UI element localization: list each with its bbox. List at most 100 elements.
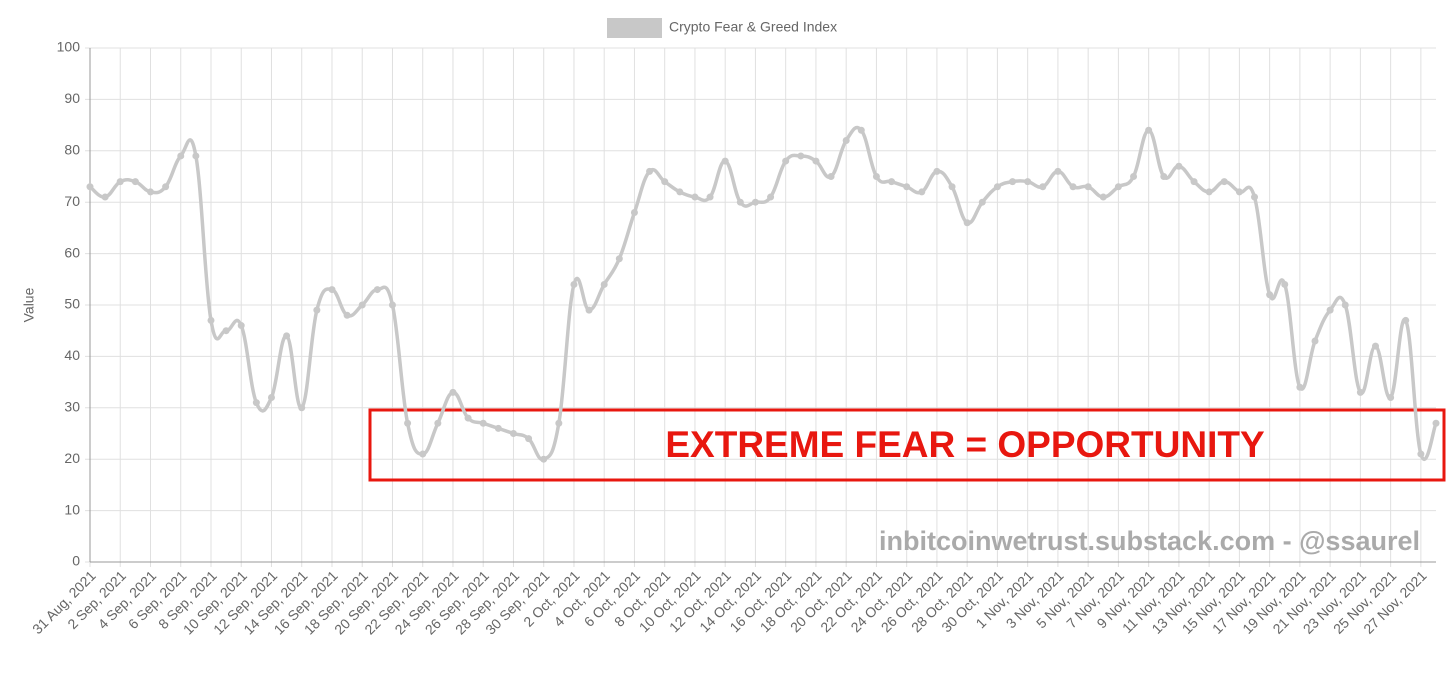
- y-tick-label: 90: [64, 90, 80, 106]
- data-point: [388, 301, 396, 309]
- data-point: [585, 306, 593, 314]
- data-point: [842, 137, 850, 145]
- data-point: [1160, 173, 1168, 180]
- annotation-box: [368, 408, 1446, 482]
- y-tick-label: 30: [64, 399, 80, 415]
- data-point: [1266, 291, 1274, 299]
- data-point: [494, 424, 502, 432]
- data-point: [1054, 167, 1062, 175]
- data-point: [706, 193, 714, 201]
- data-point: [1296, 383, 1304, 391]
- data-point: [540, 455, 548, 463]
- data-point: [1099, 193, 1107, 201]
- data-point: [146, 188, 154, 196]
- data-point: [298, 404, 306, 412]
- data-point: [419, 450, 427, 458]
- data-point: [721, 157, 729, 165]
- data-point: [1039, 183, 1047, 191]
- data-point: [131, 178, 139, 186]
- data-point: [963, 219, 971, 227]
- data-point: [1069, 183, 1077, 191]
- data-point: [1356, 388, 1364, 396]
- data-point: [509, 430, 517, 437]
- data-point: [736, 198, 744, 206]
- y-tick-label: 60: [64, 244, 80, 260]
- data-point: [691, 193, 699, 201]
- data-point: [600, 280, 608, 288]
- data-point: [222, 327, 230, 335]
- data-point: [872, 173, 880, 180]
- data-point: [630, 208, 638, 216]
- data-point: [252, 399, 260, 407]
- data-point: [1220, 178, 1228, 186]
- data-point: [1372, 342, 1380, 350]
- data-point: [918, 188, 926, 196]
- data-point: [464, 414, 472, 422]
- data-point: [615, 255, 623, 263]
- data-point: [313, 306, 321, 314]
- data-point: [827, 173, 835, 180]
- data-point: [101, 193, 109, 201]
- y-tick-label: 50: [64, 296, 80, 312]
- legend-swatch: [607, 18, 662, 38]
- data-point: [1084, 183, 1092, 191]
- data-point: [192, 152, 200, 160]
- data-point: [479, 419, 487, 427]
- data-point: [449, 388, 457, 396]
- data-point: [1402, 316, 1410, 324]
- data-point: [267, 394, 275, 402]
- data-point: [86, 183, 94, 191]
- data-point: [404, 419, 412, 427]
- data-point: [1009, 178, 1017, 186]
- data-point: [373, 286, 381, 294]
- grid: [85, 47, 1436, 567]
- data-point: [358, 301, 366, 309]
- data-point: [1190, 178, 1198, 186]
- data-point: [555, 419, 563, 427]
- data-point: [1130, 173, 1138, 180]
- y-tick-label: 100: [57, 39, 81, 55]
- y-tick-label: 0: [72, 553, 80, 569]
- watermark: inbitcoinwetrust.substack.com - @ssaurel: [879, 526, 1420, 556]
- data-point: [328, 286, 336, 294]
- data-point: [570, 280, 578, 288]
- data-point: [1114, 183, 1122, 191]
- data-point: [797, 152, 805, 160]
- data-point: [903, 183, 911, 191]
- data-point: [237, 322, 245, 330]
- data-point: [343, 311, 351, 319]
- data-point: [646, 167, 654, 175]
- data-point: [1417, 450, 1425, 458]
- data-point: [1251, 193, 1259, 201]
- data-point: [1432, 419, 1440, 427]
- y-tick-label: 20: [64, 450, 80, 466]
- data-point: [1175, 162, 1183, 170]
- data-point: [283, 332, 291, 340]
- data-point: [1341, 301, 1349, 309]
- legend-label: Crypto Fear & Greed Index: [669, 19, 837, 35]
- data-point: [1326, 306, 1334, 314]
- y-tick-label: 40: [64, 347, 80, 363]
- data-point: [782, 157, 790, 165]
- data-point: [812, 157, 820, 165]
- y-tick-label: 70: [64, 193, 80, 209]
- data-point: [751, 198, 759, 206]
- data-point: [993, 183, 1001, 191]
- data-point: [1145, 126, 1153, 134]
- series-line: [88, 125, 1438, 462]
- data-point: [676, 188, 684, 196]
- data-point: [978, 198, 986, 206]
- data-point: [162, 183, 170, 191]
- data-point: [888, 178, 896, 186]
- data-point: [1311, 337, 1319, 345]
- data-point: [1387, 394, 1395, 402]
- y-axis-title: Value: [21, 287, 37, 322]
- data-point: [525, 435, 533, 443]
- data-point: [177, 152, 185, 160]
- data-point: [1024, 178, 1032, 186]
- data-point: [1205, 188, 1213, 196]
- data-point: [1281, 280, 1289, 288]
- data-point: [661, 178, 669, 186]
- y-tick-label: 10: [64, 501, 80, 517]
